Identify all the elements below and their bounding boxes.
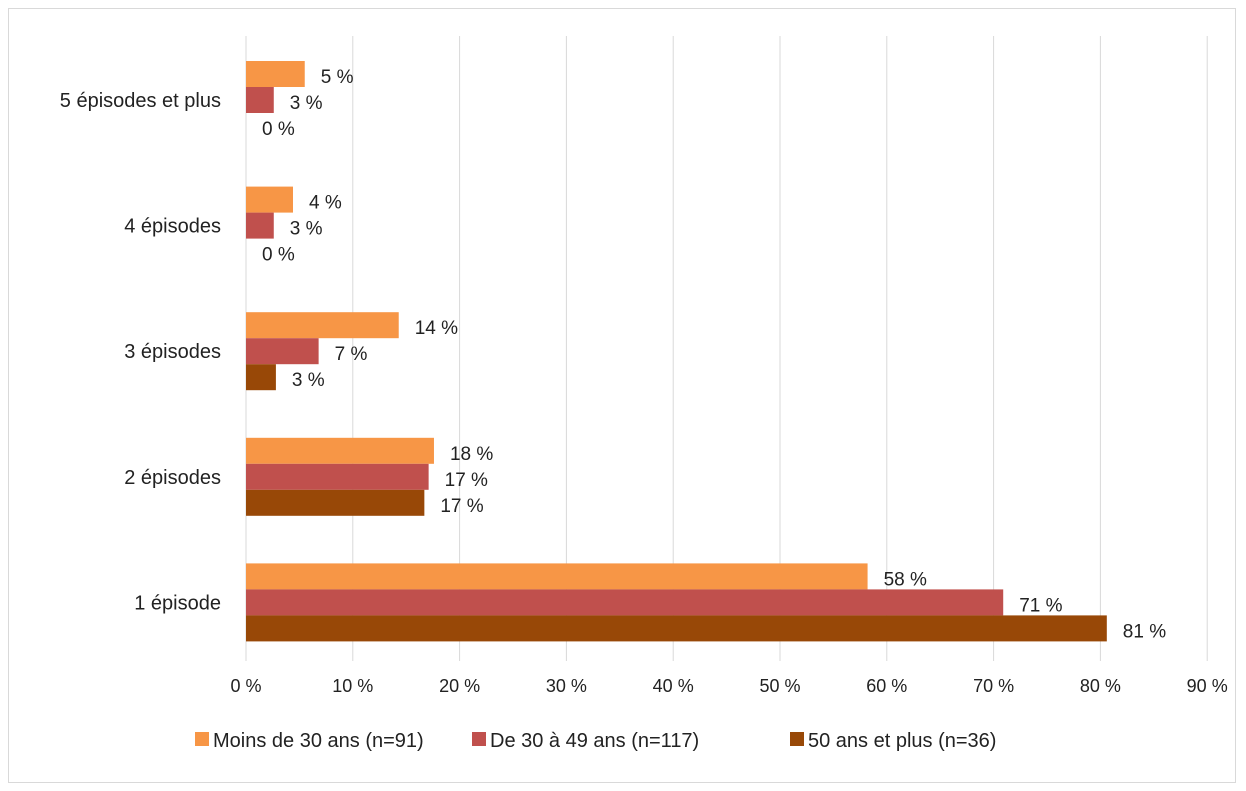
data-label: 0 % — [262, 245, 295, 266]
category-label: 5 épisodes et plus — [60, 90, 221, 112]
bar — [246, 186, 293, 213]
data-label: 7 % — [335, 344, 368, 365]
bars — [246, 61, 1107, 642]
data-label: 71 % — [1019, 595, 1062, 616]
data-label: 3 % — [290, 93, 323, 114]
data-label: 4 % — [309, 193, 342, 214]
legend-swatch — [472, 732, 486, 746]
bar — [246, 87, 274, 113]
category-label: 4 épisodes — [124, 216, 221, 238]
bar — [246, 338, 319, 365]
data-labels: 5 % 3 % 0 % 4 % 3 % 0 % 14 % 7 % 3 % 18 % 17 % 17 %… — [262, 67, 1166, 642]
data-label: 18 % — [450, 444, 493, 465]
legend-item: 50 ans et plus (n=36) — [790, 730, 996, 752]
data-label: 3 % — [290, 219, 323, 240]
x-axis-ticks: 0 % 10 % 20 % 30 % 40 % 50 % 60 % 70 % 80 % 90 % — [230, 676, 1227, 696]
data-label: 58 % — [884, 569, 927, 590]
category-label: 2 épisodes — [124, 467, 221, 489]
category-label: 1 épisode — [134, 592, 221, 614]
x-tick-label: 90 % — [1187, 676, 1228, 696]
bar — [246, 364, 276, 391]
x-tick-label: 20 % — [439, 676, 480, 696]
data-label: 0 % — [262, 119, 295, 140]
bar — [246, 61, 305, 87]
data-label: 81 % — [1123, 621, 1166, 642]
category-labels: 5 épisodes et plus 4 épisodes 3 épisodes 2 … — [60, 90, 221, 614]
bar-chart: 5 % 3 % 0 % 4 % 3 % 0 % 14 % 7 % 3 % 18 % 17 % 17 %… — [60, 36, 1228, 752]
data-label: 17 % — [440, 496, 483, 517]
x-tick-label: 50 % — [759, 676, 800, 696]
legend-item: Moins de 30 ans (n=91) — [195, 730, 424, 752]
bar — [246, 437, 434, 464]
bar — [246, 589, 1004, 616]
legend-swatch — [790, 732, 804, 746]
x-tick-label: 70 % — [973, 676, 1014, 696]
bar — [246, 312, 399, 339]
data-label: 5 % — [321, 67, 354, 88]
legend-item: De 30 à 49 ans (n=117) — [472, 730, 699, 752]
legend-label: 50 ans et plus (n=36) — [808, 730, 996, 752]
legend: Moins de 30 ans (n=91) De 30 à 49 ans (n=… — [195, 730, 996, 752]
bar — [246, 463, 429, 490]
data-label: 3 % — [292, 370, 325, 391]
data-label: 14 % — [415, 318, 458, 339]
bar — [246, 489, 425, 516]
chart-frame: 5 % 3 % 0 % 4 % 3 % 0 % 14 % 7 % 3 % 18 % 17 % 17 %… — [8, 8, 1236, 783]
x-tick-label: 60 % — [866, 676, 907, 696]
category-label: 3 épisodes — [124, 341, 221, 363]
bar — [246, 212, 274, 239]
bar — [246, 615, 1107, 642]
legend-label: De 30 à 49 ans (n=117) — [490, 730, 699, 752]
data-label: 17 % — [445, 470, 488, 491]
x-tick-label: 80 % — [1080, 676, 1121, 696]
gridlines — [245, 36, 1208, 661]
x-tick-label: 10 % — [332, 676, 373, 696]
x-tick-label: 40 % — [653, 676, 694, 696]
legend-label: Moins de 30 ans (n=91) — [213, 730, 424, 752]
bar — [246, 563, 868, 590]
x-tick-label: 30 % — [546, 676, 587, 696]
legend-swatch — [195, 732, 209, 746]
x-tick-label: 0 % — [230, 676, 261, 696]
